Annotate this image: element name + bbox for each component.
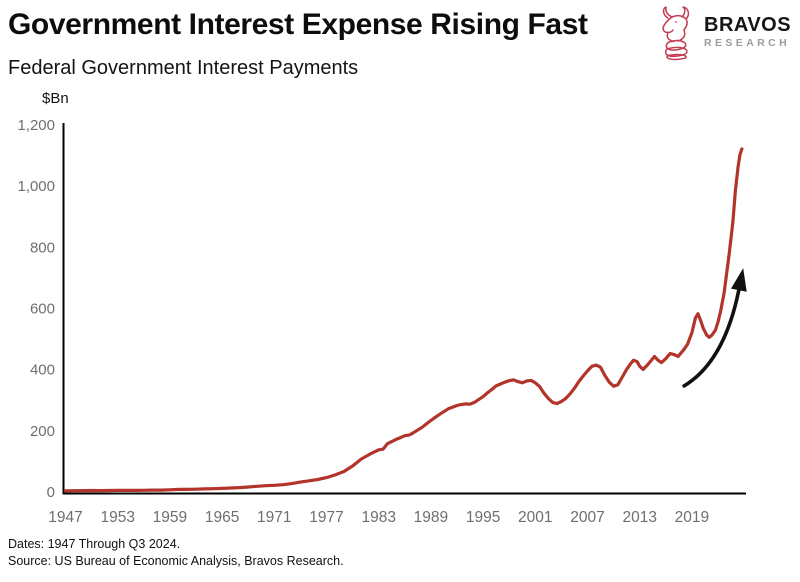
series-line [63, 147, 744, 493]
x-tick-label: 1947 [48, 509, 82, 526]
bull-icon [662, 6, 690, 61]
source-line: Source: US Bureau of Economic Analysis, … [8, 554, 344, 568]
x-tick-label: 1983 [361, 509, 395, 526]
x-tick-label: 1971 [257, 509, 291, 526]
x-tick-label: 2013 [622, 509, 656, 526]
x-tick-label: 1989 [414, 509, 448, 526]
x-tick-label: 1977 [309, 509, 343, 526]
page-title: Government Interest Expense Rising Fast [8, 8, 588, 41]
y-tick-label: 600 [30, 301, 55, 318]
x-tick-label: 1959 [153, 509, 187, 526]
y-tick-label: 400 [30, 362, 55, 379]
chart-subtitle: Federal Government Interest Payments [8, 57, 359, 79]
dates-note: Dates: 1947 Through Q3 2024. [8, 537, 181, 551]
y-axis-unit-label: $Bn [42, 90, 69, 107]
brand-name: BRAVOS [704, 14, 792, 36]
x-tick-label: 2019 [675, 509, 709, 526]
brand-text: BRAVOS RESEARCH [704, 14, 791, 49]
x-tick-label: 2007 [570, 509, 604, 526]
y-tick-label: 800 [30, 239, 55, 256]
brand-logo: BRAVOS RESEARCH [654, 5, 791, 61]
x-tick-label: 1995 [466, 509, 500, 526]
source-note: Dates: 1947 Through Q3 2024. Source: US … [8, 536, 344, 570]
y-tick-label: 1,200 [17, 117, 55, 134]
y-tick-label: 200 [30, 423, 55, 440]
trend-arrow-head [731, 268, 747, 292]
trend-arrow-shaft [682, 288, 741, 388]
y-tick-label: 1,000 [17, 178, 55, 195]
x-tick-label: 1965 [205, 509, 239, 526]
x-tick-label: 1953 [100, 509, 134, 526]
x-tick-label: 2001 [518, 509, 552, 526]
brand-subname: RESEARCH [704, 37, 791, 49]
y-tick-label: 0 [47, 484, 55, 501]
